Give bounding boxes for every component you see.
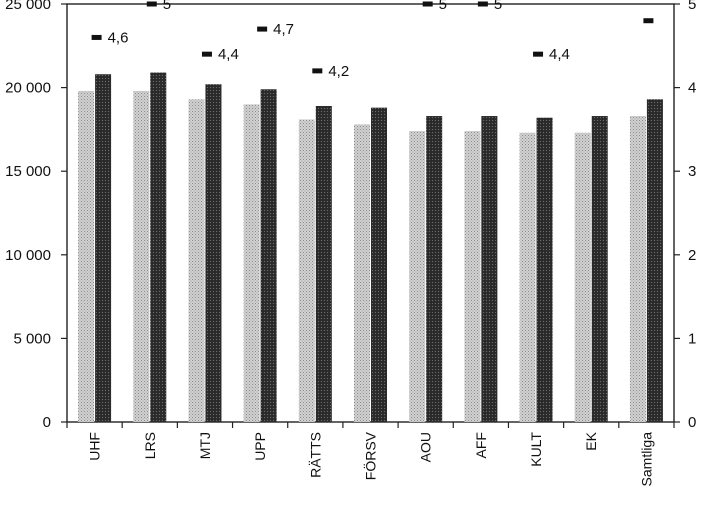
bar-s1-uhf [78, 90, 95, 422]
marker-label-aff: 5 [494, 0, 502, 13]
left-tick-label: 15 000 [5, 163, 51, 180]
marker-label-rätts: 4,2 [328, 63, 349, 80]
right-axis: 0 1 2 3 4 5 [674, 0, 696, 431]
right-tick-label: 4 [688, 80, 696, 97]
right-tick-label: 5 [688, 0, 696, 13]
left-axis: 0 5 000 10 000 15 000 20 000 25 000 [5, 0, 67, 431]
bar-s1-mtj [188, 99, 205, 422]
bar-s2-mtj [205, 84, 222, 423]
category-label-mtj: MTJ [197, 432, 213, 459]
left-tick-label: 5 000 [13, 330, 51, 347]
bar-s1-aff [464, 131, 481, 422]
bar-s1-samtliga [629, 116, 646, 423]
bar-s2-försv [371, 107, 387, 422]
bar-s2-rätts [315, 105, 332, 422]
marker-label-mtj: 4,4 [218, 46, 239, 63]
bar-s2-uhf [95, 74, 112, 422]
category-label-försv: FÖRSV [362, 431, 379, 480]
bars [78, 72, 663, 423]
category-label-samtliga: Samtliga [638, 432, 654, 487]
bar-s1-kult [519, 132, 536, 422]
marker-label-kult: 4,4 [549, 46, 570, 63]
left-tick-label: 0 [43, 414, 51, 431]
left-tick-label: 25 000 [5, 0, 51, 13]
right-tick-label: 3 [688, 163, 696, 180]
plot-border [66, 3, 675, 423]
marker-kult [533, 51, 544, 57]
bar-s1-upp [243, 104, 260, 422]
category-label-rätts: RÄTTS [307, 432, 323, 478]
marker-upp [257, 26, 268, 32]
bar-s1-lrs [133, 90, 150, 422]
marker-uhf [91, 34, 102, 40]
category-label-kult: KULT [528, 432, 544, 467]
marker-aou [422, 1, 433, 7]
markers: 4,654,44,74,25,3554,45,2 [91, 0, 654, 80]
bar-s2-upp [260, 89, 277, 422]
bar-s2-kult [536, 117, 553, 423]
bar-s1-ek [574, 132, 591, 422]
marker-label-upp: 4,7 [273, 21, 294, 38]
bar-s2-samtliga [646, 99, 663, 422]
right-tick-label: 1 [688, 330, 696, 347]
marker-label-aou: 5 [439, 0, 447, 13]
marker-samtliga [643, 18, 654, 24]
bar-s1-försv [354, 124, 370, 422]
x-axis: UHF LRS MTJ UPP RÄTTS FÖRSV AOU AFF KULT EK Samtli… [66, 422, 675, 487]
marker-label-uhf: 4,6 [108, 29, 129, 46]
left-tick-label: 20 000 [5, 80, 51, 97]
category-label-aou: AOU [418, 432, 434, 462]
marker-lrs [146, 1, 157, 7]
plot-frame [66, 3, 675, 423]
category-label-uhf: UHF [87, 432, 103, 461]
bar-s1-rätts [298, 119, 315, 423]
bar-s2-aff [481, 116, 498, 423]
marker-mtj [201, 51, 212, 57]
bar-s2-lrs [150, 72, 167, 422]
category-label-aff: AFF [473, 432, 489, 458]
category-label-ek: EK [583, 431, 599, 450]
category-label-lrs: LRS [142, 432, 158, 459]
bar-s1-aou [409, 131, 426, 422]
left-tick-label: 10 000 [5, 247, 51, 264]
right-tick-label: 0 [688, 414, 696, 431]
right-tick-label: 2 [688, 247, 696, 264]
bar-s2-aou [426, 116, 443, 423]
marker-aff [477, 1, 488, 7]
marker-rätts [312, 68, 323, 74]
bar-s2-ek [591, 116, 608, 423]
category-label-upp: UPP [252, 432, 268, 461]
marker-label-lrs: 5 [163, 0, 171, 13]
